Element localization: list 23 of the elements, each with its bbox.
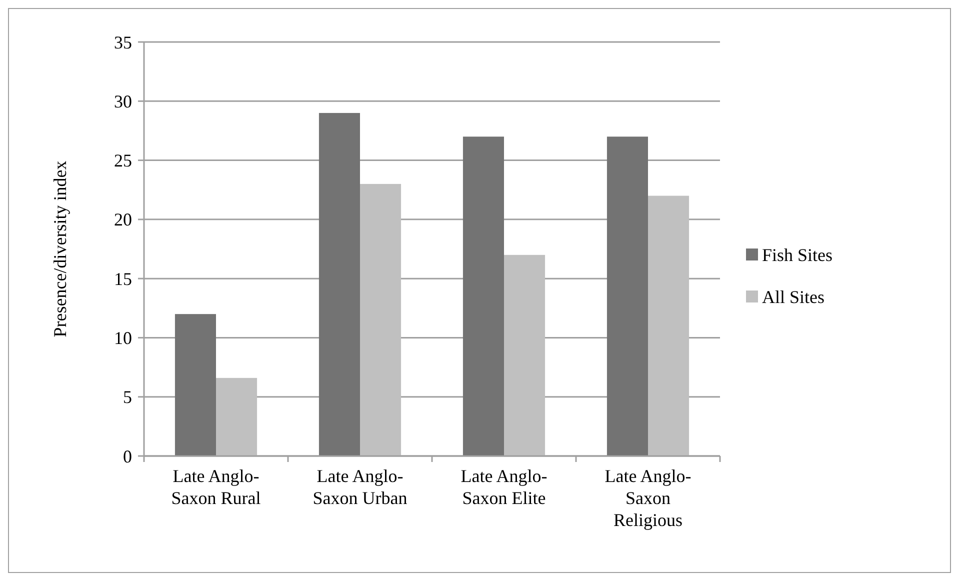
y-tick-label: 20: [114, 210, 132, 230]
y-axis-title: Presence/diversity index: [50, 160, 70, 338]
y-tick-label: 35: [114, 32, 132, 52]
bar: [504, 254, 546, 456]
bar: [360, 184, 402, 456]
y-tick-label: 30: [114, 91, 132, 112]
bar: [606, 136, 648, 456]
y-tick-label: 25: [114, 150, 132, 171]
x-tick-label: Late Anglo-Saxon Rural: [171, 466, 261, 508]
y-tick-label: 0: [123, 446, 132, 466]
y-tick-label: 10: [114, 328, 132, 348]
x-tick-label: Late Anglo-Saxon Elite: [460, 466, 548, 508]
legend-label: All Sites: [762, 286, 825, 307]
legend-label: Fish Sites: [762, 244, 833, 265]
y-tick-label: 15: [114, 268, 132, 289]
bar: [648, 196, 690, 456]
x-tick-label: Late Anglo-Saxon Religious: [604, 466, 692, 530]
bar: [318, 112, 360, 456]
bar: [462, 136, 504, 456]
bar: [174, 314, 216, 456]
y-tick-label: 5: [123, 387, 132, 408]
x-tick-label: Late Anglo-Saxon Urban: [312, 466, 408, 508]
bar: [216, 378, 258, 456]
